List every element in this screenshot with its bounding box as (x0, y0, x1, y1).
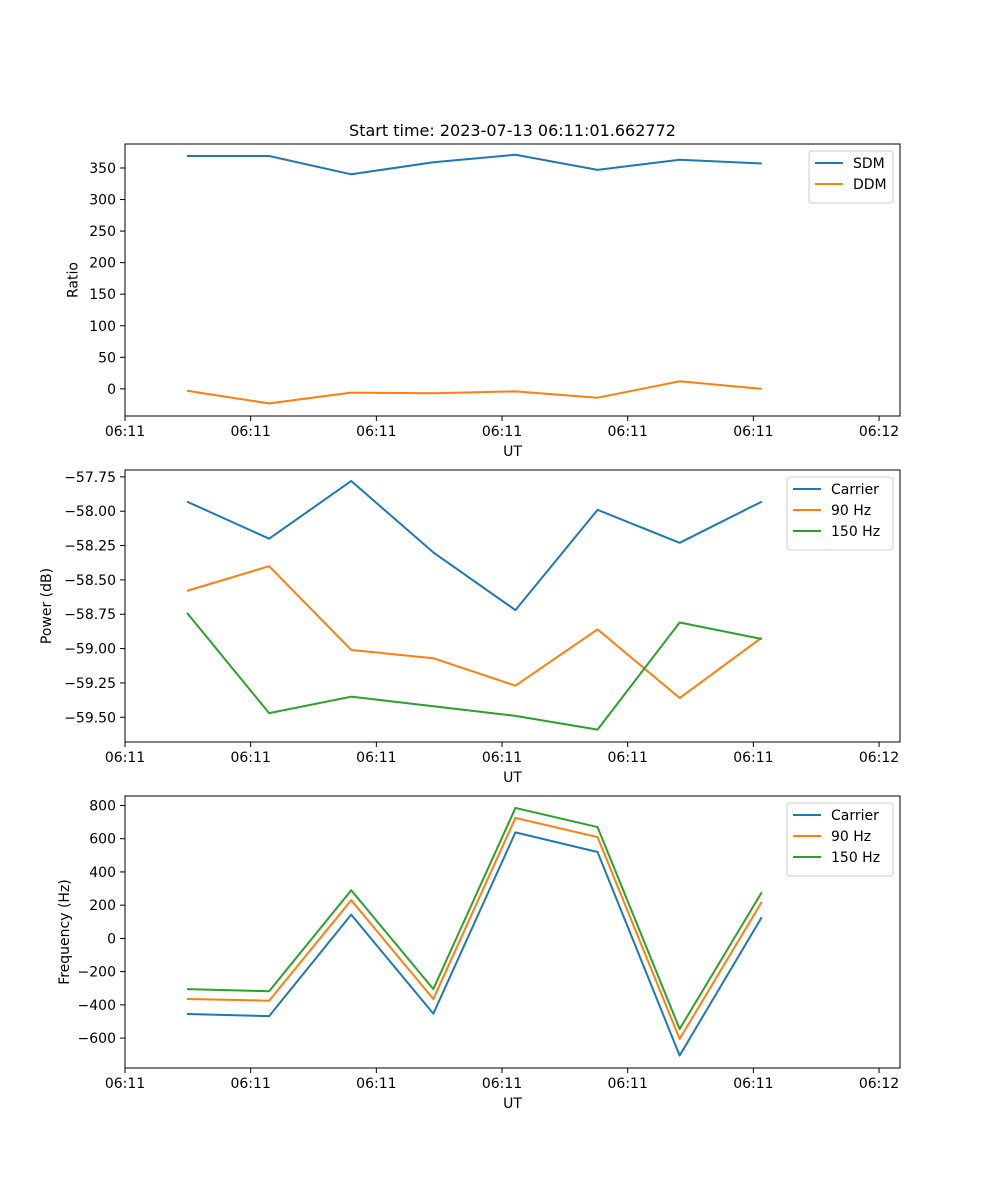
y-tick-label: 800 (89, 798, 116, 814)
y-tick-label: 200 (89, 898, 116, 914)
x-tick-label: 06:11 (105, 1076, 145, 1092)
y-tick-label: −58.50 (64, 573, 116, 589)
x-tick-label: 06:11 (482, 750, 522, 766)
legend-label: SDM (853, 156, 885, 172)
x-tick-label: 06:11 (356, 750, 396, 766)
y-tick-label: 100 (89, 319, 116, 335)
legend-label: Carrier (831, 482, 879, 498)
y-tick-label: −200 (78, 965, 116, 981)
x-tick-label: 06:11 (105, 750, 145, 766)
x-tick-label: 06:11 (356, 1076, 396, 1092)
x-tick-label: 06:11 (733, 424, 773, 440)
series-line-150-hz (186, 612, 762, 731)
x-tick-label: 06:11 (482, 1076, 522, 1092)
series-line-carrier (186, 831, 763, 1057)
y-axis-label: Ratio (66, 262, 82, 298)
series-line-ddm (186, 380, 762, 405)
x-tick-label: 06:11 (608, 750, 648, 766)
chart-3: 06:11 06:11 06:11 06:11 06:11 06:11 06:12 −600 −… (57, 795, 901, 1112)
x-tick-label: 06:11 (105, 424, 145, 440)
legend-label: 150 Hz (831, 850, 880, 866)
charts-container: 06:11 06:11 06:11 06:11 06:11 06:11 06:12 0 50 10… (39, 121, 901, 1112)
y-tick-label: −400 (78, 998, 116, 1014)
plot-frame (124, 143, 901, 417)
series-line-sdm (187, 153, 762, 176)
x-tick-label: 06:11 (230, 1076, 270, 1092)
y-tick-label: −59.25 (64, 676, 116, 692)
legend-label: 90 Hz (831, 829, 871, 845)
y-tick-label: −58.00 (64, 504, 116, 520)
legend-label: Carrier (831, 808, 879, 824)
y-tick-label: 350 (89, 161, 116, 177)
x-tick-label: 06:11 (608, 1076, 648, 1092)
y-tick-label: 400 (89, 865, 116, 881)
y-tick-label: 150 (89, 287, 116, 303)
x-tick-label: 06:11 (733, 1076, 773, 1092)
chart-1: 06:11 06:11 06:11 06:11 06:11 06:11 06:12 0 50 10… (66, 121, 901, 460)
y-tick-label: −57.75 (64, 470, 116, 486)
x-tick-label: 06:11 (356, 424, 396, 440)
y-tick-label: 0 (107, 382, 116, 398)
x-axis-label: UT (503, 770, 522, 786)
x-tick-label: 06:11 (230, 424, 270, 440)
y-tick-label: −600 (78, 1031, 116, 1047)
y-tick-label: 300 (89, 193, 116, 209)
legend: Carrier 90 Hz 150 Hz (786, 476, 894, 551)
chart-title: Start time: 2023-07-13 06:11:01.662772 (349, 121, 676, 140)
x-axis-label: UT (503, 444, 522, 460)
y-tick-label: −59.00 (64, 642, 116, 658)
y-axis-label: Power (dB) (39, 568, 55, 644)
y-tick-label: 50 (98, 350, 116, 366)
x-tick-label: 06:11 (733, 750, 773, 766)
legend: SDM DDM (808, 150, 894, 204)
y-tick-label: 250 (89, 224, 116, 240)
y-axis-label: Frequency (Hz) (57, 879, 73, 985)
x-tick-label: 06:11 (608, 424, 648, 440)
y-tick-label: 200 (89, 256, 116, 272)
chart-2: 06:11 06:11 06:11 06:11 06:11 06:11 06:12 −59.5… (39, 469, 901, 786)
x-tick-label: 06:12 (859, 750, 899, 766)
plot-frame (124, 469, 901, 743)
plot-frame (124, 795, 901, 1069)
y-tick-label: −58.25 (64, 539, 116, 555)
y-tick-label: 0 (107, 931, 116, 947)
legend: Carrier 90 Hz 150 Hz (786, 802, 894, 877)
x-tick-label: 06:11 (482, 424, 522, 440)
y-tick-label: 600 (89, 832, 116, 848)
series-line-150-hz (186, 806, 763, 1030)
x-tick-label: 06:11 (230, 750, 270, 766)
legend-label: 90 Hz (831, 503, 871, 519)
legend-label: 150 Hz (831, 524, 880, 540)
legend-label: DDM (853, 177, 887, 193)
series-line-90-hz (186, 565, 763, 700)
x-tick-label: 06:12 (859, 1076, 899, 1092)
series-line-90-hz (186, 816, 763, 1040)
x-axis-label: UT (503, 1096, 522, 1112)
y-tick-label: −59.50 (64, 710, 116, 726)
x-tick-label: 06:12 (859, 424, 899, 440)
series-line-carrier (186, 479, 763, 612)
y-tick-label: −58.75 (64, 607, 116, 623)
